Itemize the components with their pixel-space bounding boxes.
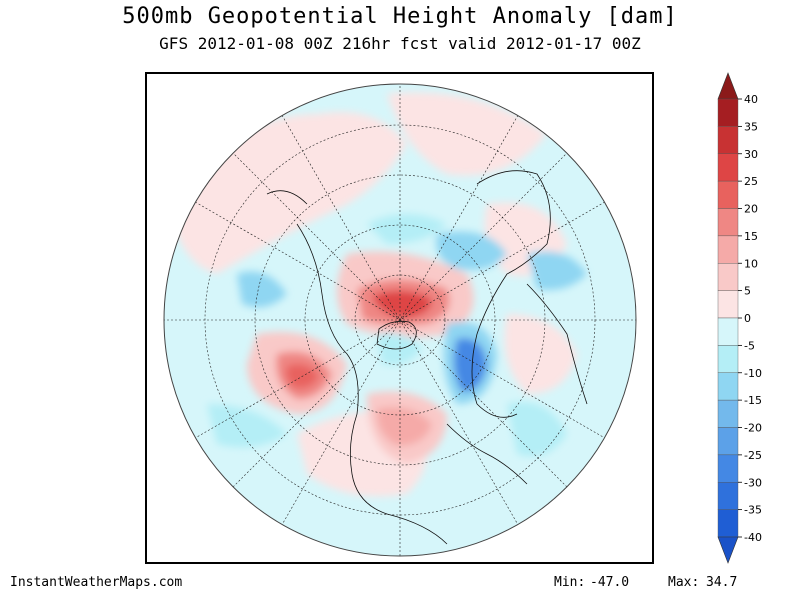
chart-subtitle: GFS 2012-01-08 00Z 216hr fcst valid 2012… bbox=[159, 34, 641, 53]
colorbar-tick-label: 30 bbox=[744, 148, 758, 161]
colorbar-tick-label: -40 bbox=[744, 531, 762, 544]
colorbar-segment bbox=[717, 263, 739, 291]
colorbar-tick-label: 25 bbox=[744, 175, 758, 188]
colorbar-bottom-arrow bbox=[717, 536, 739, 564]
colorbar-tick-label: -30 bbox=[744, 476, 762, 489]
polar-map bbox=[163, 83, 637, 557]
map-panel bbox=[145, 72, 654, 564]
colorbar-tick-label: 10 bbox=[744, 257, 758, 270]
colorbar-top-arrow bbox=[717, 72, 739, 100]
colorbar-segment bbox=[717, 290, 739, 319]
colorbar-tick-label: -10 bbox=[744, 367, 762, 380]
colorbar-tick-label: -20 bbox=[744, 422, 762, 435]
colorbar-segment bbox=[717, 399, 739, 428]
max-label: Max: bbox=[668, 575, 700, 590]
min-value: -47.0 bbox=[590, 575, 630, 590]
colorbar-segment bbox=[717, 372, 739, 401]
colorbar-segment bbox=[717, 509, 739, 538]
colorbar-segment bbox=[717, 482, 739, 510]
colorbar-tick-label: 40 bbox=[744, 93, 758, 106]
colorbar-tick-label: 35 bbox=[744, 120, 758, 133]
colorbar-tick-label: -35 bbox=[744, 504, 762, 517]
colorbar-segment bbox=[717, 345, 739, 373]
source-credit: InstantWeatherMaps.com bbox=[10, 575, 183, 590]
colorbar-segment bbox=[717, 454, 739, 483]
colorbar-segment bbox=[717, 427, 739, 456]
max-value: 34.7 bbox=[706, 575, 738, 590]
globe-outline bbox=[163, 83, 637, 557]
colorbar-tick-label: 5 bbox=[744, 285, 751, 298]
colorbar-tick-label: -25 bbox=[744, 449, 762, 462]
colorbar-segment bbox=[717, 126, 739, 154]
colorbar-tick-label: -15 bbox=[744, 394, 762, 407]
min-label: Min: bbox=[554, 575, 586, 590]
colorbar-tick-label: 0 bbox=[744, 312, 751, 325]
colorbar-segment bbox=[717, 153, 739, 182]
colorbar-segment bbox=[717, 98, 739, 127]
colorbar-segment bbox=[717, 235, 739, 264]
graticule bbox=[164, 84, 636, 556]
color-scale: 40 35 30 25 20 15 10 5 0 -5 -10 -15 -20 -25 -30 -35 -40 bbox=[717, 72, 762, 564]
chart-title: 500mb Geopotential Height Anomaly [dam] bbox=[122, 4, 678, 29]
colorbar-tick-label: -5 bbox=[744, 339, 755, 352]
colorbar-tick-label: 15 bbox=[744, 230, 758, 243]
coastlines bbox=[266, 170, 588, 545]
colorbar-segment bbox=[717, 208, 739, 237]
colorbar-tick-label: 20 bbox=[744, 203, 758, 216]
colorbar-segment bbox=[717, 180, 739, 209]
colorbar-segment bbox=[717, 317, 739, 346]
